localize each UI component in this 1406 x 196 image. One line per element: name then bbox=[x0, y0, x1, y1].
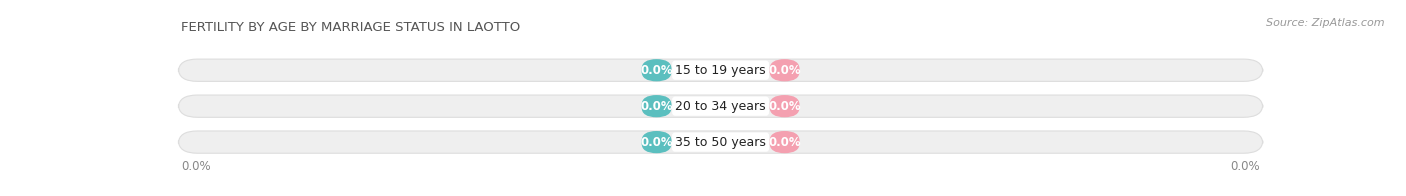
Text: 0.0%: 0.0% bbox=[768, 136, 801, 149]
Text: 0.0%: 0.0% bbox=[181, 160, 211, 173]
Text: 0.0%: 0.0% bbox=[640, 64, 673, 77]
FancyBboxPatch shape bbox=[769, 95, 800, 117]
Text: 15 to 19 years: 15 to 19 years bbox=[675, 64, 766, 77]
Text: FERTILITY BY AGE BY MARRIAGE STATUS IN LAOTTO: FERTILITY BY AGE BY MARRIAGE STATUS IN L… bbox=[181, 21, 520, 34]
FancyBboxPatch shape bbox=[769, 59, 800, 81]
Text: 0.0%: 0.0% bbox=[768, 100, 801, 113]
FancyBboxPatch shape bbox=[641, 131, 672, 153]
Text: 35 to 50 years: 35 to 50 years bbox=[675, 136, 766, 149]
FancyBboxPatch shape bbox=[769, 131, 800, 153]
FancyBboxPatch shape bbox=[179, 59, 1263, 81]
Text: 0.0%: 0.0% bbox=[1230, 160, 1260, 173]
Text: 0.0%: 0.0% bbox=[640, 136, 673, 149]
Text: 0.0%: 0.0% bbox=[768, 64, 801, 77]
Text: 0.0%: 0.0% bbox=[640, 100, 673, 113]
FancyBboxPatch shape bbox=[641, 59, 672, 81]
FancyBboxPatch shape bbox=[179, 95, 1263, 117]
Text: 20 to 34 years: 20 to 34 years bbox=[675, 100, 766, 113]
FancyBboxPatch shape bbox=[641, 95, 672, 117]
Text: Source: ZipAtlas.com: Source: ZipAtlas.com bbox=[1267, 18, 1385, 28]
FancyBboxPatch shape bbox=[179, 131, 1263, 153]
